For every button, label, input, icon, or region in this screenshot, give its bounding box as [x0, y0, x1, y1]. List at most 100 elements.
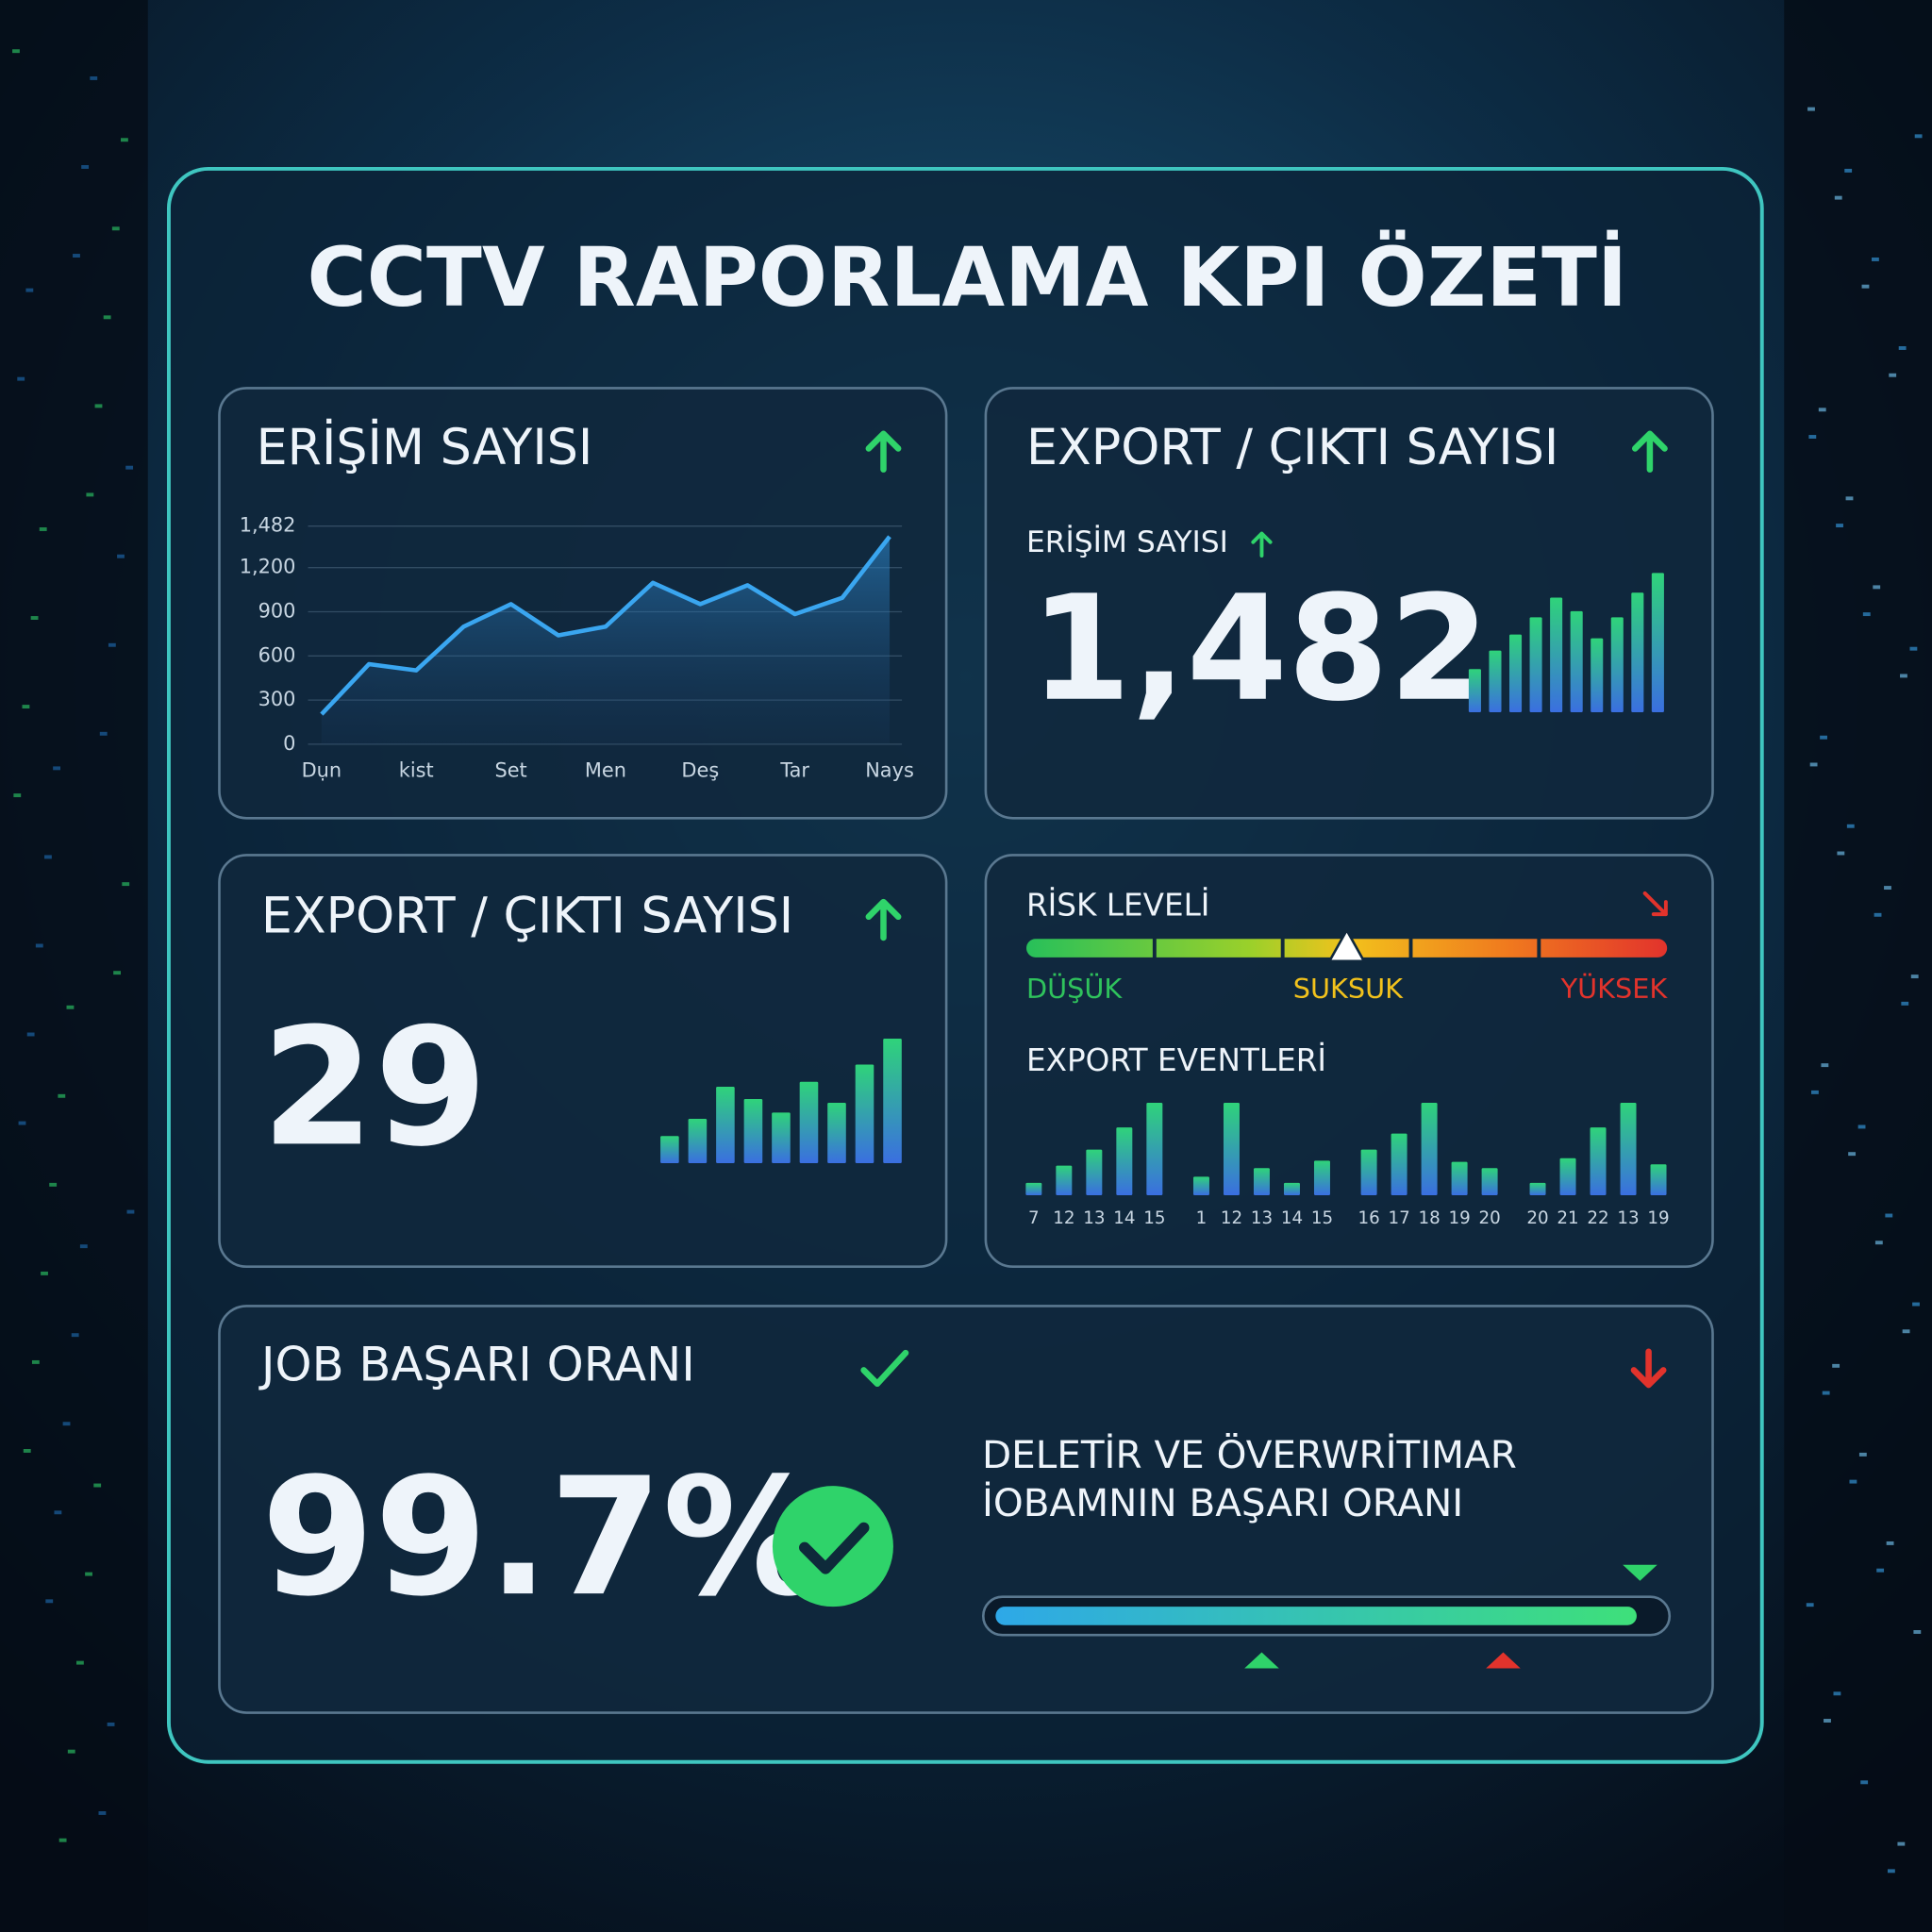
server-light	[17, 376, 25, 381]
risk-high-label: YÜKSEK	[1560, 973, 1669, 1005]
spark-bar	[827, 1102, 846, 1163]
event-bar	[1283, 1182, 1300, 1195]
server-light	[126, 1209, 135, 1214]
up-arrow	[1251, 531, 1273, 558]
event-label: 20	[1478, 1208, 1500, 1228]
server-rack	[1784, 0, 1932, 1932]
progress-marker	[1244, 1652, 1279, 1669]
server-light	[1886, 1541, 1894, 1545]
server-light	[1857, 1124, 1866, 1129]
event-label: 15	[1311, 1208, 1333, 1228]
event-bar	[1223, 1102, 1240, 1195]
kpi-value: 1,482	[1030, 565, 1490, 734]
server-light	[108, 642, 116, 647]
server-light	[1874, 912, 1882, 917]
server-light	[1824, 1719, 1831, 1723]
down-arrow	[1630, 1348, 1667, 1389]
kpi-value: 99.7%	[261, 1442, 825, 1632]
spark-bar	[1610, 617, 1624, 712]
spark-bar	[1651, 573, 1664, 712]
server-light	[58, 1093, 66, 1098]
up-arrow	[865, 898, 902, 941]
server-light	[121, 138, 128, 142]
y-tick-label: 1,482	[240, 514, 296, 537]
server-light	[1834, 195, 1842, 200]
progress-marker	[1486, 1652, 1521, 1669]
server-light	[1901, 1001, 1909, 1006]
server-light	[53, 766, 60, 771]
up-arrow	[865, 430, 902, 473]
spark-bar	[1489, 650, 1502, 712]
server-light	[1860, 1780, 1869, 1785]
x-tick-label: kist	[399, 759, 434, 782]
y-tick-label: 0	[283, 732, 295, 755]
event-bar	[1529, 1182, 1546, 1195]
server-light	[1914, 134, 1923, 139]
panel-title: JOB BAŞARI ORANI	[258, 1337, 695, 1391]
server-light	[1837, 851, 1845, 856]
event-bar	[1391, 1133, 1407, 1195]
server-light	[62, 1422, 71, 1426]
event-bar	[1481, 1168, 1498, 1195]
event-bar	[1253, 1168, 1270, 1195]
event-bar	[1620, 1102, 1637, 1195]
server-light	[1873, 585, 1881, 590]
x-tick-label: Set	[494, 759, 526, 782]
server-light	[86, 492, 94, 497]
up-arrow	[1631, 430, 1668, 473]
spark-bar	[1550, 597, 1563, 712]
server-light	[35, 943, 43, 948]
risk-mid-label: SUKSUK	[1293, 973, 1404, 1005]
server-light	[1876, 1568, 1885, 1573]
risk-pointer	[1327, 927, 1367, 963]
event-bar	[1086, 1149, 1103, 1195]
area-fill	[321, 536, 891, 744]
x-tick-label: Nays	[865, 759, 914, 782]
event-label: 21	[1557, 1208, 1578, 1228]
x-tick-label: Deş	[681, 759, 719, 782]
spark-bar	[1591, 638, 1604, 712]
event-bar	[1146, 1102, 1163, 1195]
x-tick-label: Dụn	[302, 759, 342, 782]
server-light	[1849, 1479, 1857, 1484]
server-light	[1884, 886, 1891, 891]
x-tick-label: Tar	[779, 759, 809, 782]
server-light	[1822, 1391, 1830, 1395]
event-bar	[1192, 1176, 1209, 1195]
server-light	[1898, 346, 1907, 350]
risk-dividers	[1152, 936, 1541, 960]
server-light	[23, 1449, 31, 1453]
server-light	[1818, 408, 1826, 412]
event-bar	[1421, 1102, 1438, 1195]
server-light	[117, 554, 125, 558]
spark-bar	[1631, 592, 1644, 712]
panel-title: EXPORT / ÇIKTI SAYISI	[1026, 420, 1558, 476]
server-light	[1889, 373, 1897, 377]
event-bar	[1116, 1127, 1133, 1195]
event-bar	[1590, 1127, 1607, 1195]
server-light	[113, 971, 121, 975]
server-light	[1806, 1603, 1814, 1607]
spark-bar	[855, 1064, 874, 1163]
event-label: 16	[1357, 1208, 1379, 1228]
spark-bar	[1529, 617, 1542, 712]
kpi-value: 29	[261, 992, 488, 1182]
panel-title: RİSK LEVELİ	[1026, 887, 1209, 923]
server-light	[1887, 1869, 1895, 1874]
server-light	[1848, 1152, 1857, 1157]
down-arrow	[1642, 891, 1668, 917]
y-tick-label: 300	[258, 688, 296, 710]
server-light	[49, 1182, 58, 1187]
server-light	[1845, 496, 1854, 501]
server-light	[111, 226, 120, 231]
server-light	[25, 288, 34, 292]
server-light	[1862, 612, 1871, 617]
server-rack	[0, 0, 148, 1932]
server-light	[90, 75, 98, 80]
description-line: İOBAMNIN BAŞARI ORANI	[982, 1480, 1463, 1525]
server-light	[1846, 824, 1855, 828]
server-light	[1858, 1452, 1867, 1457]
server-light	[31, 1359, 40, 1364]
event-bar	[1313, 1160, 1330, 1195]
server-light	[98, 1811, 107, 1815]
